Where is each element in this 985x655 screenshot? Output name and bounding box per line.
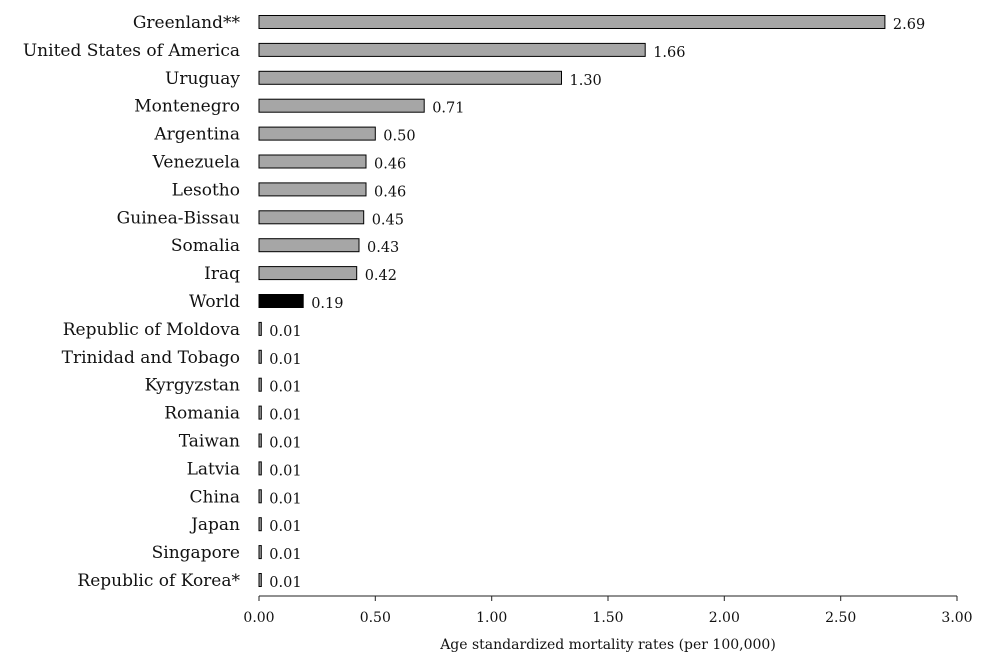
value-label: 0.01 [269, 547, 301, 563]
value-label: 0.01 [269, 519, 301, 535]
category-label: Lesotho [172, 180, 240, 200]
bar-romania [258, 405, 262, 420]
bar-uruguay [258, 70, 562, 85]
category-label: Republic of Korea* [77, 571, 240, 591]
category-label: Venezuela [152, 153, 240, 173]
value-label: 0.01 [269, 436, 301, 452]
category-label: Argentina [153, 125, 240, 145]
bar-world [258, 294, 304, 308]
value-label: 1.66 [653, 45, 685, 61]
category-label: Greenland** [133, 13, 241, 33]
x-tick-label: 0.50 [360, 610, 391, 626]
value-label: 0.01 [269, 324, 301, 340]
bar-guinea-bissau [258, 210, 365, 225]
category-label: Montenegro [134, 97, 240, 117]
category-label: Guinea-Bissau [117, 208, 240, 228]
value-label: 0.01 [269, 463, 301, 479]
category-label: Uruguay [165, 69, 240, 89]
category-label: United States of America [23, 41, 240, 61]
bars-layer [258, 15, 886, 587]
value-label: 0.43 [367, 240, 399, 256]
x-tick-label: 2.00 [709, 610, 740, 626]
category-label: Latvia [187, 459, 240, 479]
value-label: 0.45 [372, 212, 404, 228]
bar-argentina [258, 126, 376, 141]
bar-lesotho [258, 182, 367, 197]
bar-kyrgyzstan [258, 377, 262, 392]
category-label: Japan [189, 515, 240, 535]
value-label: 0.46 [374, 184, 406, 200]
bar-greenland [258, 15, 886, 29]
x-tick-label: 3.00 [941, 610, 972, 626]
bar-singapore [258, 545, 262, 560]
bar-japan [258, 517, 262, 532]
x-axis-title: Age standardized mortality rates (per 10… [439, 637, 776, 653]
bar-taiwan [258, 433, 262, 448]
bar-republic-of-korea [258, 573, 262, 587]
category-label: Iraq [204, 264, 240, 284]
category-label: China [190, 487, 240, 507]
category-label: Republic of Moldova [63, 320, 240, 340]
value-label: 0.46 [374, 157, 406, 173]
value-label: 0.19 [311, 296, 343, 312]
value-label: 0.71 [432, 101, 464, 117]
value-label: 0.42 [365, 268, 397, 284]
bar-republic-of-moldova [258, 321, 262, 336]
category-label: Taiwan [179, 432, 240, 452]
value-label: 2.69 [893, 17, 925, 33]
bar-trinidad-and-tobago [258, 349, 262, 364]
value-labels: 2.69 1.66 1.30 0.71 0.50 0.46 0.46 0.45 0.43 0.42… [269, 17, 925, 591]
category-label: Trinidad and Tobago [62, 348, 240, 368]
value-label: 1.30 [570, 73, 602, 89]
value-label: 0.01 [269, 408, 301, 424]
value-label: 0.01 [269, 575, 301, 591]
bar-iraq [258, 266, 358, 281]
x-tick-label: 2.50 [825, 610, 856, 626]
category-label: Kyrgyzstan [145, 376, 240, 396]
x-tick-label: 1.00 [476, 610, 507, 626]
category-label: Singapore [152, 543, 240, 563]
value-label: 0.01 [269, 352, 301, 368]
bar-china [258, 489, 262, 504]
bar-montenegro [258, 98, 425, 113]
x-tick-label: 1.50 [592, 610, 623, 626]
category-label: World [189, 292, 240, 312]
value-label: 0.50 [383, 129, 415, 145]
value-label: 0.01 [269, 491, 301, 507]
value-label: 0.01 [269, 380, 301, 396]
bar-somalia [258, 238, 360, 253]
category-label: Somalia [171, 236, 240, 256]
x-axis: 0.00 0.50 1.00 1.50 2.00 2.50 3.00 [243, 595, 973, 626]
category-labels: Greenland** United States of America Urugu… [23, 13, 241, 591]
x-tick-label: 0.00 [243, 610, 274, 626]
bar-united-states-of-america [258, 42, 646, 57]
bar-latvia [258, 461, 262, 476]
category-label: Romania [164, 404, 240, 424]
bar-venezuela [258, 154, 367, 169]
